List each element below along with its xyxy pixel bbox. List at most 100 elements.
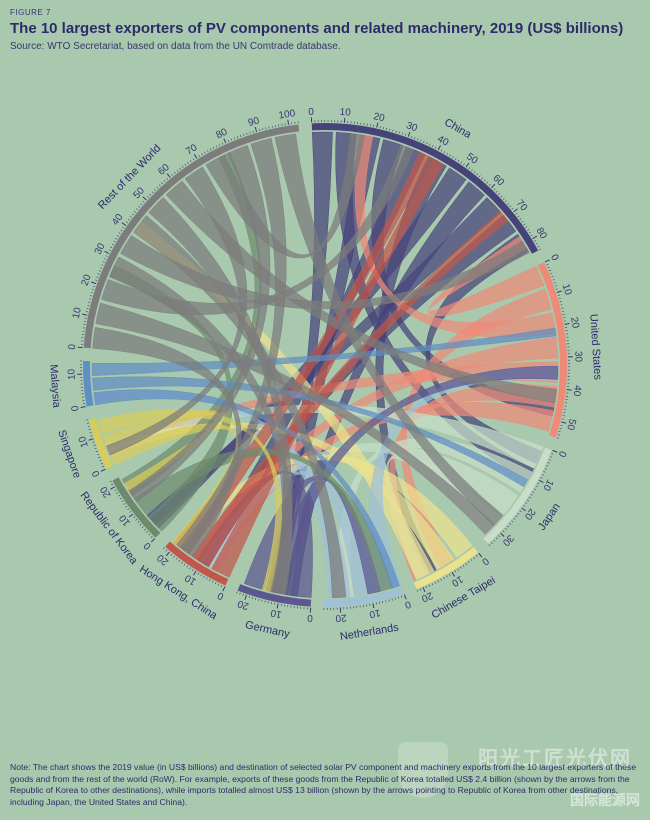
- tick-mark-rest-of-the-world: [149, 193, 152, 196]
- segment-label-united-states: United States: [587, 314, 603, 381]
- chord-ticks: 0 10 2030405060708001020304050010203001020…: [66, 107, 583, 624]
- tick-mark-japan: [552, 449, 558, 453]
- tick-mark-japan: [515, 515, 518, 518]
- watermark-text: 阳光工匠光伏网: [478, 748, 632, 770]
- tick-mark-chinese-taipei: [468, 561, 470, 564]
- tick-mark-china: [495, 190, 498, 193]
- tick-label-malaysia: 0: [70, 404, 82, 412]
- tick-mark-rest-of-the-world: [88, 301, 91, 303]
- tick-mark-china: [437, 145, 441, 151]
- tick-mark-united-states: [556, 437, 559, 439]
- tick-mark-japan: [491, 542, 493, 544]
- tick-label-rest-of-the-world: 100: [278, 108, 297, 121]
- tick-label-china: 0: [308, 107, 315, 118]
- tick-mark-china: [517, 215, 520, 218]
- tick-mark-republic-of-korea: [144, 528, 146, 531]
- tick-mark-china: [465, 162, 470, 168]
- tick-mark-rest-of-the-world: [198, 154, 200, 157]
- tick-mark-chinese-taipei: [462, 564, 465, 567]
- tick-mark-japan: [551, 453, 554, 455]
- tick-mark-china: [395, 130, 397, 133]
- tick-mark-japan: [500, 532, 505, 537]
- tick-mark-united-states: [564, 323, 570, 325]
- tick-mark-rest-of-the-world: [193, 153, 198, 159]
- figure-label: FIGURE 7: [10, 8, 51, 17]
- tick-mark-singapore: [87, 425, 90, 427]
- tick-mark-chinese-taipei: [457, 568, 459, 571]
- tick-mark-rest-of-the-world: [236, 136, 239, 139]
- tick-mark-rest-of-the-world: [89, 298, 92, 300]
- tick-mark-rest-of-the-world: [97, 273, 100, 275]
- tick-mark-united-states: [554, 285, 557, 287]
- tick-mark-singapore: [94, 447, 97, 449]
- tick-mark-united-states: [544, 259, 550, 263]
- tick-mark-chinese-taipei: [416, 589, 418, 592]
- tick-label-china: 70: [514, 198, 530, 214]
- tick-mark-china: [401, 132, 403, 135]
- tick-mark-china: [435, 146, 437, 149]
- tick-label-chinese-taipei: 20: [419, 589, 434, 604]
- tick-mark-china: [493, 188, 496, 191]
- tick-mark-rest-of-the-world: [89, 295, 93, 297]
- tick-label-china: 10: [339, 107, 351, 119]
- tick-mark-china: [392, 129, 394, 132]
- tick-mark-china: [498, 193, 501, 195]
- tick-mark-japan: [541, 474, 544, 476]
- arc-singapore: [89, 417, 113, 469]
- tick-mark-netherlands: [372, 603, 375, 609]
- segment-label-germany: Germany: [244, 619, 291, 640]
- tick-label-germany: 10: [269, 607, 282, 620]
- tick-mark-germany: [251, 596, 254, 600]
- tick-mark-republic-of-korea: [135, 518, 138, 521]
- tick-mark-rest-of-the-world: [190, 160, 192, 163]
- tick-mark-china: [454, 157, 457, 160]
- chord-ribbons: [91, 131, 559, 599]
- tick-mark-china: [446, 152, 449, 155]
- tick-mark-chinese-taipei: [425, 585, 428, 588]
- tick-mark-chinese-taipei: [475, 555, 478, 558]
- tick-label-japan: 20: [522, 506, 538, 522]
- tick-mark-china: [513, 208, 518, 213]
- tick-mark-china: [463, 163, 465, 166]
- tick-label-republic-of-korea: 20: [98, 484, 113, 500]
- tick-mark-china: [521, 220, 524, 223]
- tick-mark-japan: [513, 518, 516, 520]
- tick-mark-china: [491, 183, 496, 189]
- tick-mark-rest-of-the-world: [192, 158, 195, 161]
- tick-mark-china: [537, 245, 540, 248]
- tick-mark-chinese-taipei: [473, 557, 476, 560]
- tick-mark-rest-of-the-world: [115, 238, 118, 240]
- tick-mark-hong-kong-china: [197, 572, 200, 575]
- tick-mark-chinese-taipei: [451, 571, 456, 577]
- tick-label-china: 30: [405, 120, 420, 134]
- tick-mark-rest-of-the-world: [121, 222, 127, 226]
- tick-label-rest-of-the-world: 10: [71, 306, 84, 320]
- tick-mark-china: [407, 131, 411, 137]
- tick-label-chinese-taipei: 0: [479, 555, 491, 567]
- tick-label-hong-kong-china: 0: [216, 589, 226, 601]
- tick-label-rest-of-the-world: 30: [93, 241, 108, 256]
- tick-mark-japan: [521, 507, 526, 512]
- tick-mark-singapore: [92, 441, 95, 443]
- tick-label-netherlands: 10: [368, 607, 382, 620]
- tick-mark-china: [432, 145, 434, 148]
- tick-label-singapore: 0: [90, 468, 103, 478]
- tick-mark-hong-kong-china: [183, 563, 186, 566]
- tick-label-united-states: 50: [564, 418, 577, 432]
- tick-mark-china: [443, 151, 446, 154]
- tick-mark-china: [460, 161, 463, 164]
- tick-mark-china: [525, 226, 528, 228]
- tick-label-netherlands: 20: [335, 612, 347, 624]
- tick-mark-republic-of-korea: [123, 503, 126, 505]
- tick-mark-republic-of-korea: [119, 497, 122, 500]
- tick-mark-japan: [533, 488, 537, 491]
- tick-mark-germany: [261, 599, 263, 602]
- tick-mark-rest-of-the-world: [287, 119, 290, 125]
- tick-mark-rest-of-the-world: [161, 182, 164, 185]
- tick-mark-united-states: [548, 269, 552, 272]
- tick-mark-rest-of-the-world: [118, 232, 121, 234]
- tick-mark-united-states: [557, 434, 560, 436]
- tick-mark-rest-of-the-world: [132, 213, 134, 216]
- tick-label-japan: 10: [540, 477, 555, 492]
- tick-mark-china: [488, 183, 491, 186]
